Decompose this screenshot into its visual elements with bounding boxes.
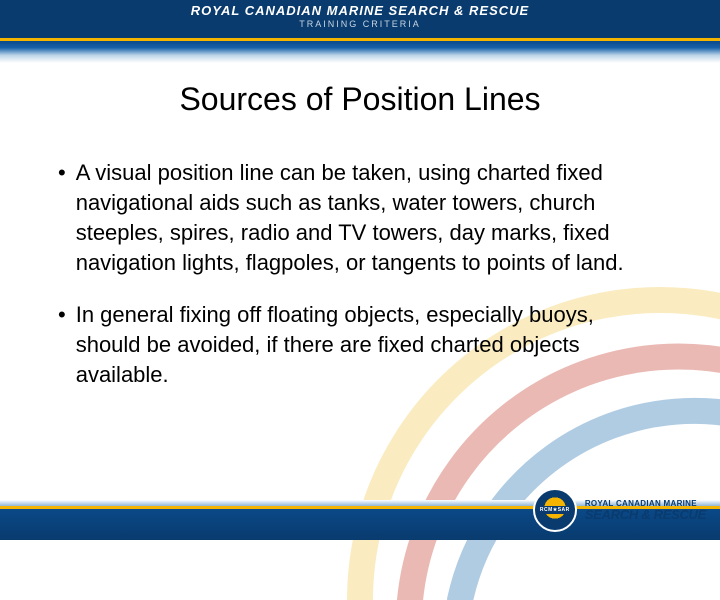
header-gradient-swoosh	[0, 41, 720, 63]
header-title: ROYAL CANADIAN MARINE SEARCH & RESCUE	[0, 0, 720, 18]
logo-badge-icon: RCM★SAR	[533, 488, 577, 532]
footer-logo: RCM★SAR ROYAL CANADIAN MARINE SEARCH & R…	[533, 488, 706, 532]
bullet-text: In general fixing off floating objects, …	[76, 300, 662, 390]
bullet-item: • A visual position line can be taken, u…	[58, 158, 662, 278]
header-bar: ROYAL CANADIAN MARINE SEARCH & RESCUE TR…	[0, 0, 720, 38]
bullet-marker: •	[58, 158, 66, 278]
header-subtitle: TRAINING CRITERIA	[0, 19, 720, 29]
content-area: • A visual position line can be taken, u…	[0, 118, 720, 390]
logo-text: ROYAL CANADIAN MARINE SEARCH & RESCUE	[585, 500, 706, 521]
logo-badge-text: RCM★SAR	[540, 507, 570, 513]
slide-title: Sources of Position Lines	[0, 81, 720, 118]
bullet-text: A visual position line can be taken, usi…	[76, 158, 662, 278]
bullet-item: • In general fixing off floating objects…	[58, 300, 662, 390]
bullet-marker: •	[58, 300, 66, 390]
logo-line2: SEARCH & RESCUE	[585, 508, 706, 521]
